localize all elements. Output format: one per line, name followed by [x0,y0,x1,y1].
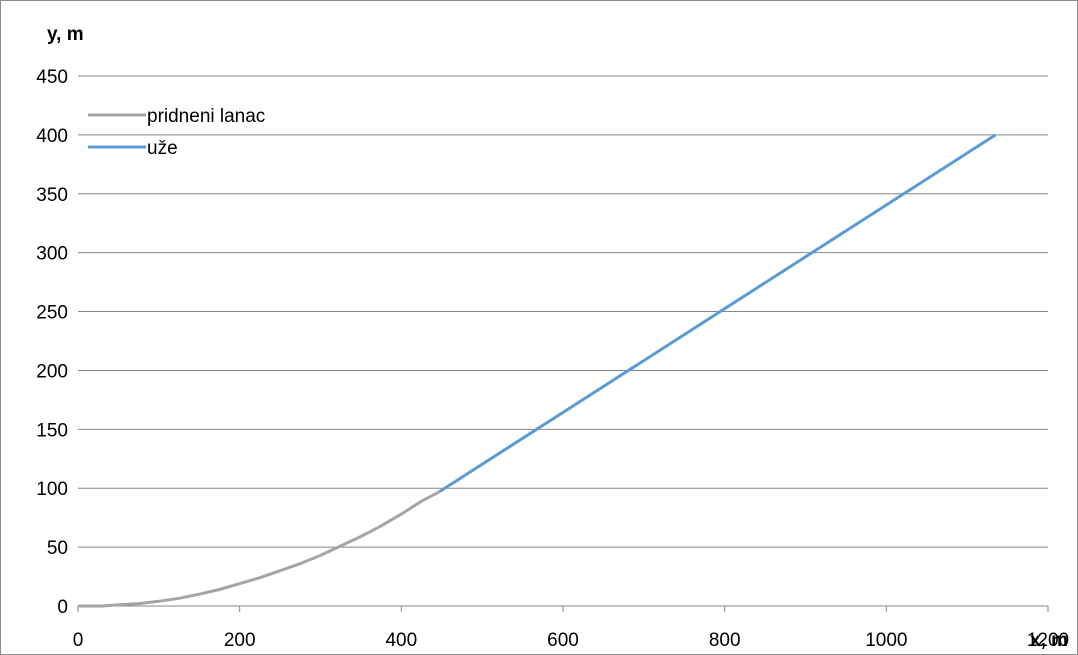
y-tick-label: 450 [36,67,68,88]
x-axis [77,605,1049,612]
y-tick-label: 200 [36,361,68,382]
x-tick-label: 200 [224,630,256,651]
series-lines [78,133,997,608]
grid-lines [78,75,1048,548]
y-tick-label: 400 [36,126,68,147]
series-line-1 [438,133,997,494]
legend-label-uze: uže [147,138,178,159]
series-line-0 [78,490,441,608]
y-tick-label: 0 [57,597,68,618]
y-tick-label: 300 [36,244,68,265]
y-axis-ticks: 0 50 100 150 200 250 300 350 400 450 [36,67,68,618]
x-tick-label: 600 [547,630,579,651]
y-tick-label: 250 [36,303,68,324]
x-tick-label: 800 [709,630,741,651]
y-axis-title: y, m [47,24,84,45]
x-axis-ticks: 0 200 400 600 800 1000 1200 [73,630,1069,651]
legend-label-pridneni-lanac: pridneni lanac [147,106,265,127]
y-tick-label: 350 [36,185,68,206]
x-tick-label: 1200 [1027,630,1069,651]
x-tick-label: 0 [73,630,84,651]
y-tick-label: 150 [36,420,68,441]
x-tick-label: 400 [385,630,417,651]
x-axis-title: x, m [1030,630,1068,651]
legend: pridneni lanac uže [88,106,265,159]
x-tick-label: 1000 [865,630,907,651]
y-tick-label: 100 [36,479,68,500]
y-tick-label: 50 [47,538,68,559]
